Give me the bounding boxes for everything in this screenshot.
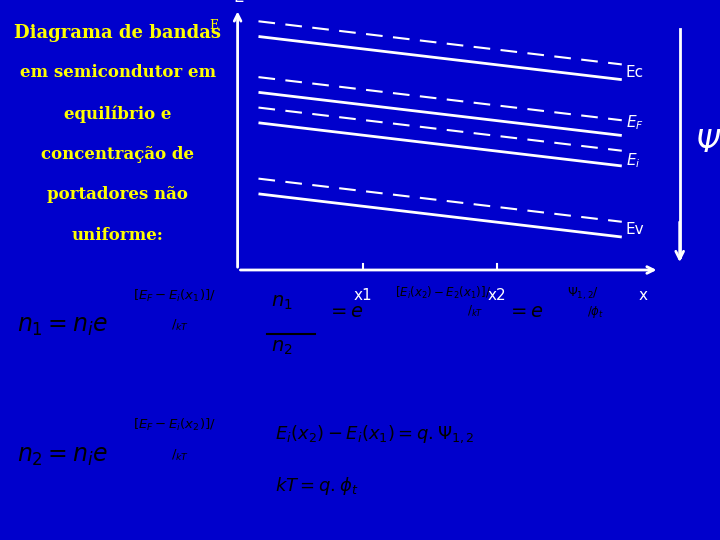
Text: Diagrama de bandas: Diagrama de bandas: [14, 24, 221, 42]
Text: $n_2 = n_i e$: $n_2 = n_i e$: [17, 444, 108, 468]
Text: $/\phi_t$: $/\phi_t$: [587, 304, 604, 320]
Text: $[E_F - E_i(x_2)]/$: $[E_F - E_i(x_2)]/$: [132, 417, 215, 433]
Text: $= e$: $= e$: [507, 303, 544, 321]
Text: uniforme:: uniforme:: [72, 227, 163, 244]
Text: $n_1$: $n_1$: [271, 294, 293, 312]
Text: $n_2$: $n_2$: [271, 339, 293, 357]
Text: E: E: [209, 19, 218, 32]
Text: x1: x1: [354, 288, 372, 303]
Text: $/_{kT}$: $/_{kT}$: [171, 448, 189, 463]
Text: E: E: [233, 0, 244, 6]
Text: x: x: [638, 288, 647, 303]
Text: x2: x2: [487, 288, 506, 303]
Text: $[E_i(x_2)-E_2(x_1)]/$: $[E_i(x_2)-E_2(x_1)]/$: [395, 285, 491, 301]
Text: em semicondutor em: em semicondutor em: [19, 64, 216, 82]
Text: equilíbrio e: equilíbrio e: [64, 105, 171, 123]
Text: $E_i(x_2) - E_i(x_1) = q.\Psi_{1,2}$: $E_i(x_2) - E_i(x_1) = q.\Psi_{1,2}$: [275, 423, 474, 445]
Text: $E_F$: $E_F$: [626, 113, 644, 132]
Text: $= e$: $= e$: [327, 303, 364, 321]
Text: portadores não: portadores não: [48, 186, 188, 203]
Text: $n_1 = n_i e$: $n_1 = n_i e$: [17, 315, 108, 338]
Text: Ψ: Ψ: [695, 129, 719, 158]
Text: $\Psi_{1,2}/$: $\Psi_{1,2}/$: [567, 285, 599, 301]
Text: $/_{kT}$: $/_{kT}$: [171, 318, 189, 333]
Text: $[E_F - E_i(x_1)]/$: $[E_F - E_i(x_1)]/$: [132, 287, 215, 303]
Text: Ec: Ec: [626, 65, 644, 79]
Text: concentração de: concentração de: [41, 146, 194, 163]
Text: $/_{kT}$: $/_{kT}$: [467, 305, 483, 319]
Text: $E_i$: $E_i$: [626, 152, 641, 170]
Text: Ev: Ev: [626, 222, 644, 237]
Text: $kT = q.\phi_t$: $kT = q.\phi_t$: [275, 475, 359, 497]
